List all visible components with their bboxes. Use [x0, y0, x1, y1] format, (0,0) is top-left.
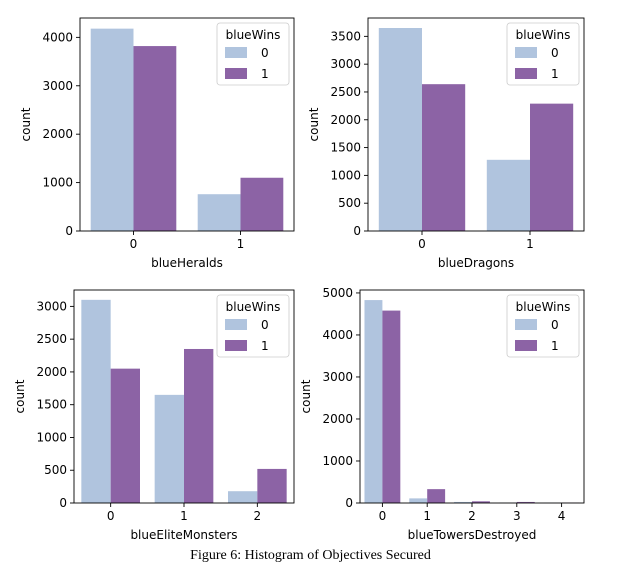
y-tick-label: 3000 [42, 79, 73, 93]
subplot-4: 0 1000 2000 3000 4000 5000 0 1 2 3 4 blueTowersDest… [299, 286, 585, 542]
y-tick-label: 5000 [322, 286, 353, 300]
x-axis-label: blueEliteMonsters [130, 528, 237, 542]
y-tick-label: 1000 [36, 430, 67, 444]
bar-bluewins-1-cat-1 [184, 348, 214, 503]
y-tick-label: 3000 [330, 57, 361, 71]
x-tick-label: 0 [130, 237, 138, 251]
subplot-1: 0 1000 2000 3000 4000 0 1 blueHeralds count blueW… [19, 17, 295, 270]
y-tick-label: 0 [65, 224, 73, 238]
bar-bluewins-1-cat-3 [516, 501, 535, 503]
y-axis-label: count [299, 379, 313, 413]
y-tick-label: 1500 [36, 398, 67, 412]
legend-label: 1 [261, 339, 269, 353]
bar-bluewins-0-cat-1 [486, 159, 530, 231]
bar-bluewins-0-cat-2 [454, 501, 472, 503]
y-tick-label: 4000 [42, 30, 73, 44]
x-tick-label: 1 [423, 509, 431, 523]
bar-bluewins-0-cat-1 [154, 394, 184, 503]
y-tick-label: 1000 [330, 168, 361, 182]
legend-title: blueWins [226, 300, 281, 314]
y-axis-label: count [19, 107, 33, 141]
x-tick-label: 1 [180, 509, 188, 523]
bar-bluewins-0-cat-0 [364, 300, 383, 503]
legend-label: 0 [261, 318, 269, 332]
y-tick-label: 500 [44, 463, 67, 477]
bar-bluewins-1-cat-2 [472, 501, 490, 503]
legend: blueWins 0 1 [216, 294, 290, 358]
y-tick-label: 1000 [322, 454, 353, 468]
legend-title: blueWins [516, 28, 571, 42]
y-tick-label: 1500 [330, 141, 361, 155]
bar-bluewins-0-cat-1 [197, 194, 241, 231]
y-tick-label: 3500 [330, 29, 361, 43]
y-tick-label: 3000 [36, 299, 67, 313]
legend: blueWins 0 1 [506, 294, 580, 358]
x-tick-label: 2 [254, 509, 262, 523]
y-tick-label: 2000 [322, 412, 353, 426]
bar-bluewins-0-cat-1 [409, 498, 428, 503]
x-tick-label: 1 [237, 237, 245, 251]
legend-swatch [225, 68, 247, 79]
x-tick-label: 3 [513, 509, 521, 523]
legend: blueWins 0 1 [216, 22, 290, 86]
y-tick-label: 2500 [36, 332, 67, 346]
legend-label: 0 [261, 46, 269, 60]
x-tick-label: 4 [558, 509, 566, 523]
bar-bluewins-1-cat-0 [382, 310, 401, 503]
y-tick-label: 2000 [42, 127, 73, 141]
legend-swatch [225, 319, 247, 330]
legend-label: 1 [551, 67, 559, 81]
y-tick-label: 1000 [42, 176, 73, 190]
bar-bluewins-1-cat-0 [422, 84, 466, 232]
legend-swatch [515, 47, 537, 58]
x-tick-label: 1 [526, 237, 534, 251]
y-axis-label: count [13, 379, 27, 413]
legend-title: blueWins [516, 300, 571, 314]
subplot-2: 0 500 1000 1500 2000 2500 3000 3500 0 1 blueDragon… [307, 17, 585, 270]
y-tick-label: 3000 [322, 370, 353, 384]
bar-bluewins-0-cat-2 [228, 491, 258, 503]
y-tick-label: 500 [338, 196, 361, 210]
y-tick-label: 4000 [322, 328, 353, 342]
legend-label: 0 [551, 46, 559, 60]
legend-label: 1 [551, 339, 559, 353]
y-tick-label: 2000 [330, 113, 361, 127]
legend-swatch [225, 340, 247, 351]
legend-swatch [515, 340, 537, 351]
bar-bluewins-1-cat-0 [133, 46, 177, 232]
y-tick-label: 2000 [36, 365, 67, 379]
y-tick-label: 0 [353, 224, 361, 238]
y-tick-label: 0 [59, 496, 67, 510]
legend-label: 0 [551, 318, 559, 332]
x-axis-label: blueTowersDestroyed [408, 528, 537, 542]
subplot-3: 0 500 1000 1500 2000 2500 3000 0 1 2 blueEliteMons… [13, 289, 295, 542]
bar-bluewins-1-cat-1 [240, 177, 284, 231]
bar-bluewins-0-cat-0 [81, 299, 111, 503]
x-axis-label: blueDragons [438, 256, 514, 270]
legend-swatch [225, 47, 247, 58]
y-tick-label: 2500 [330, 85, 361, 99]
y-axis-label: count [307, 107, 321, 141]
x-tick-label: 0 [379, 509, 387, 523]
legend-swatch [515, 68, 537, 79]
bar-bluewins-0-cat-0 [90, 28, 134, 232]
legend: blueWins 0 1 [506, 22, 580, 86]
bar-bluewins-0-cat-0 [378, 28, 422, 232]
x-axis-label: blueHeralds [151, 256, 223, 270]
bar-bluewins-1-cat-0 [110, 368, 140, 503]
x-tick-label: 0 [418, 237, 426, 251]
plot-frame [367, 17, 585, 232]
plot-frame [79, 17, 295, 232]
legend-label: 1 [261, 67, 269, 81]
x-tick-label: 2 [468, 509, 476, 523]
bar-bluewins-1-cat-1 [530, 103, 574, 231]
bar-bluewins-1-cat-2 [257, 468, 287, 503]
legend-title: blueWins [226, 28, 281, 42]
x-tick-label: 0 [107, 509, 115, 523]
y-tick-label: 0 [345, 496, 353, 510]
figure-caption: Figure 6: Histogram of Objectives Secure… [190, 548, 431, 563]
legend-swatch [515, 319, 537, 330]
bar-bluewins-1-cat-1 [427, 489, 446, 503]
